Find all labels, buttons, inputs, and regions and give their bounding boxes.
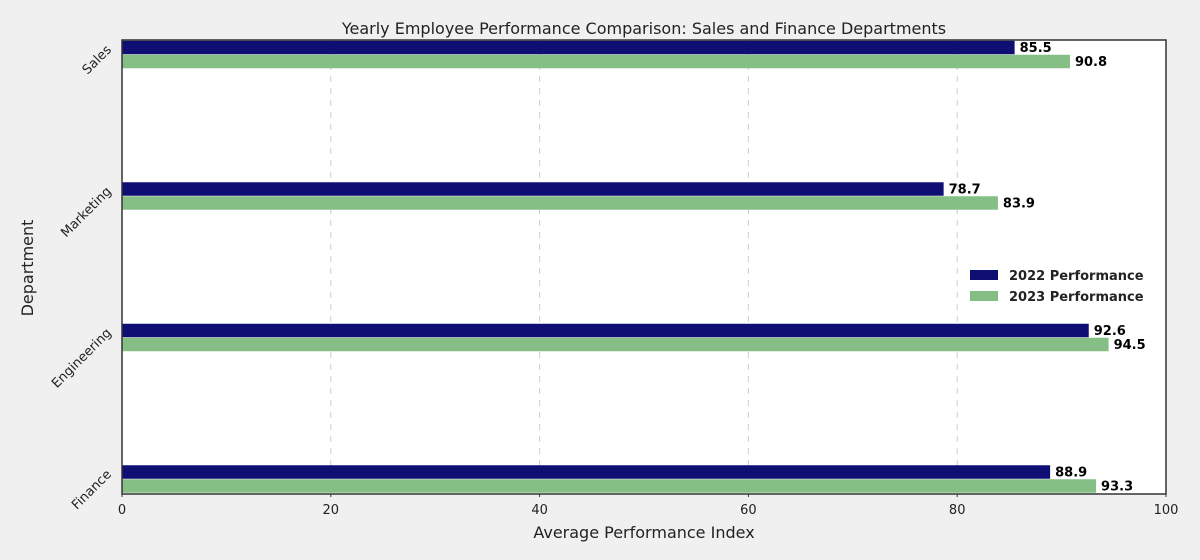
x-tick-label: 40 (531, 503, 548, 518)
y-axis-label: Department (18, 220, 37, 317)
x-axis-label: Average Performance Index (533, 523, 754, 542)
bar-marketing-1 (122, 182, 944, 196)
y-tick-label: Marketing (58, 184, 114, 240)
data-label: 90.8 (1075, 55, 1107, 70)
data-label: 92.6 (1094, 324, 1126, 339)
x-tick-label: 80 (949, 503, 966, 518)
plot-frame (121, 39, 1167, 495)
legend-swatch-2 (970, 291, 998, 301)
y-tick-label: Engineering (49, 326, 115, 392)
data-label: 88.9 (1055, 466, 1087, 481)
plot-area (122, 40, 1166, 494)
legend-label-1: 2022 Performance (1009, 269, 1144, 284)
x-tick-label: 60 (740, 503, 757, 518)
data-label: 83.9 (1003, 197, 1035, 212)
bar-marketing-2 (122, 196, 998, 210)
legend-label-2: 2023 Performance (1009, 290, 1144, 305)
x-tick-label: 0 (118, 503, 126, 518)
data-label: 93.3 (1101, 480, 1133, 495)
data-label: 78.7 (949, 183, 981, 198)
bar-sales-2 (122, 54, 1070, 69)
x-tick-label: 20 (323, 503, 340, 518)
legend-swatch-1 (970, 270, 998, 280)
x-tick-label: 100 (1154, 503, 1179, 518)
y-tick-label: Sales (80, 43, 115, 78)
y-tick-label: Finance (69, 467, 115, 513)
bar-finance-1 (122, 465, 1051, 479)
bar-finance-2 (122, 479, 1097, 493)
data-label: 94.5 (1114, 338, 1146, 353)
bar-sales-1 (122, 40, 1015, 55)
data-label: 85.5 (1020, 41, 1052, 56)
bar-engineering-1 (122, 323, 1089, 338)
bar-engineering-2 (122, 337, 1109, 352)
chart-title: Yearly Employee Performance Comparison: … (341, 19, 946, 38)
